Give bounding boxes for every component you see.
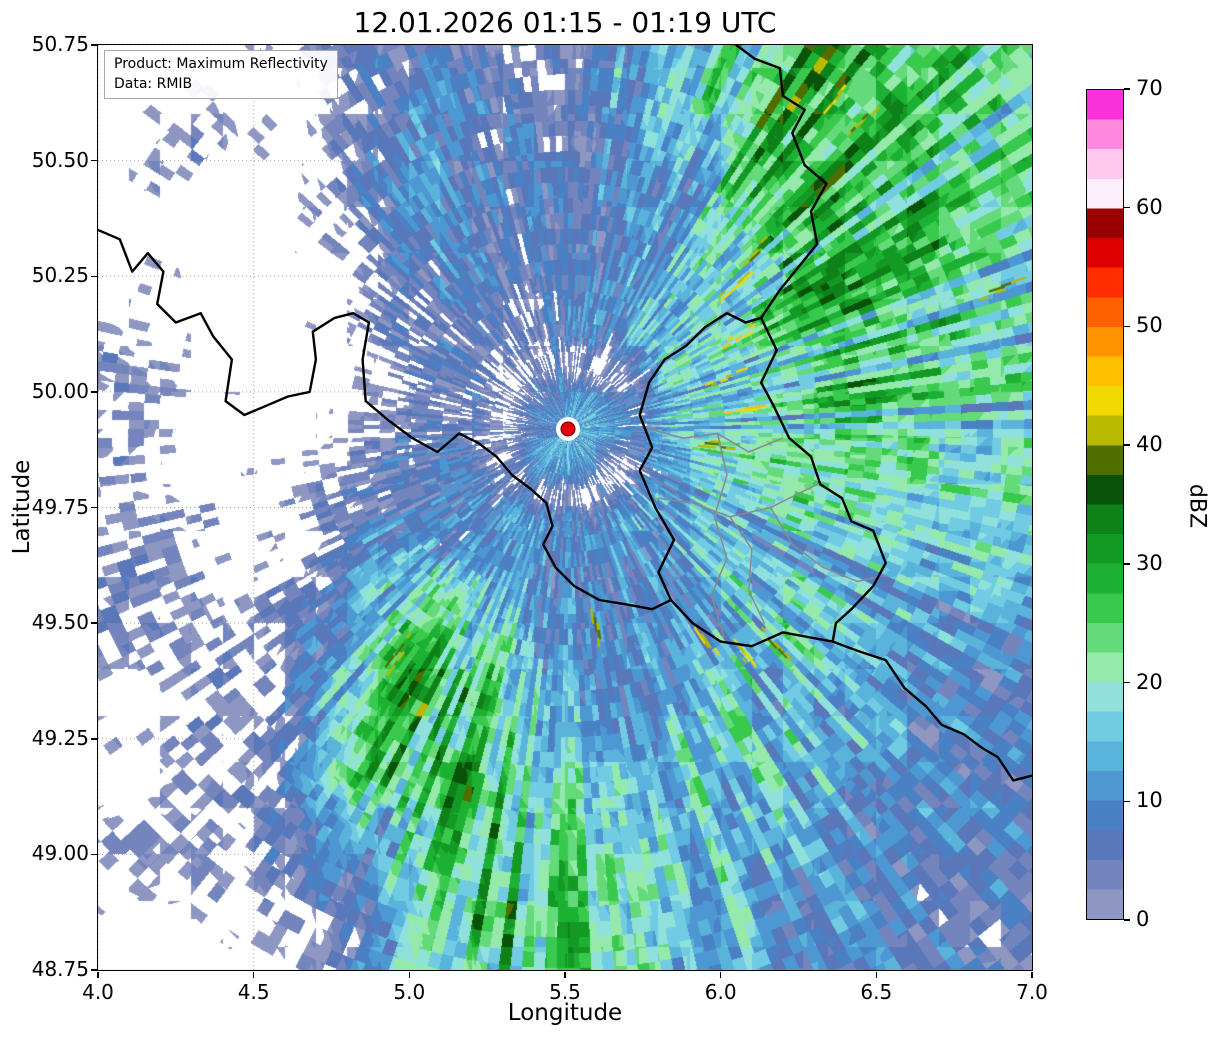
map-plot-area: Product: Maximum Reflectivity Data: RMIB: [97, 44, 1033, 971]
x-axis-label: Longitude: [507, 1000, 623, 1026]
x-tick-label: 6.0: [704, 980, 737, 1004]
y-tick-mark: [91, 622, 97, 624]
colorbar-tick-label: 10: [1136, 788, 1163, 813]
y-tick-label: 50.25: [31, 263, 89, 288]
x-tick-mark: [875, 971, 878, 978]
colorbar-tick-label: 30: [1136, 550, 1163, 575]
product-info-line: Product: Maximum Reflectivity: [114, 56, 328, 72]
colorbar-tick-label: 70: [1136, 76, 1163, 100]
colorbar-tick-label: 20: [1136, 669, 1163, 694]
y-tick-label: 49.25: [31, 725, 89, 750]
colorbar-tick-label: 0: [1136, 907, 1150, 931]
x-tick-mark: [408, 971, 411, 978]
y-tick-label: 49.00: [31, 841, 89, 866]
colorbar-tick-mark: [1124, 563, 1130, 565]
y-tick-mark: [91, 853, 97, 856]
x-tick-label: 5.0: [393, 980, 426, 1004]
y-tick-label: 50.75: [31, 32, 89, 56]
y-tick-mark: [91, 506, 97, 509]
y-tick-mark: [91, 969, 97, 971]
y-tick-mark: [91, 275, 97, 277]
y-tick-mark: [91, 44, 97, 46]
product-info-box: Product: Maximum Reflectivity Data: RMIB: [104, 50, 338, 100]
y-tick-label: 48.75: [31, 957, 89, 981]
data-source-line: Data: RMIB: [114, 75, 193, 92]
y-tick-label: 50.00: [31, 378, 89, 403]
colorbar-tick-label: 50: [1136, 313, 1163, 338]
colorbar-tick-mark: [1124, 681, 1130, 684]
x-tick-mark: [564, 971, 566, 978]
x-tick-label: 4.5: [237, 980, 270, 1004]
y-tick-label: 49.75: [31, 494, 89, 519]
colorbar-gradient: [1086, 89, 1124, 920]
x-tick-label: 7.0: [1016, 980, 1048, 1004]
x-tick-mark: [719, 971, 722, 978]
y-tick-mark: [91, 738, 97, 740]
colorbar-tick-mark: [1124, 88, 1130, 90]
colorbar-tick-mark: [1124, 444, 1130, 446]
y-tick-label: 49.50: [31, 610, 89, 635]
x-tick-label: 4.0: [82, 980, 114, 1004]
figure-title: 12.01.2026 01:15 - 01:19 UTC: [353, 6, 777, 39]
y-tick-mark: [91, 391, 97, 393]
y-tick-label: 50.50: [31, 147, 89, 172]
x-tick-label: 5.5: [549, 980, 581, 1004]
colorbar-tick-mark: [1124, 800, 1130, 803]
x-tick-mark: [252, 971, 255, 978]
x-tick-label: 6.5: [860, 980, 893, 1004]
radar-location-marker: [560, 421, 576, 437]
colorbar: 0 10 20 30 40 50 60 70: [1086, 76, 1163, 931]
colorbar-tick-mark: [1124, 206, 1130, 209]
x-tick-mark: [97, 971, 99, 978]
colorbar-tick-label: 40: [1136, 432, 1163, 457]
colorbar-label: dBZ: [1184, 483, 1210, 529]
colorbar-tick-mark: [1124, 325, 1130, 328]
radar-reflectivity-raster: [98, 45, 1032, 970]
colorbar-tick-label: 60: [1136, 194, 1163, 219]
x-tick-mark: [1031, 971, 1033, 978]
colorbar-tick-mark: [1124, 919, 1130, 921]
y-tick-mark: [91, 159, 97, 162]
